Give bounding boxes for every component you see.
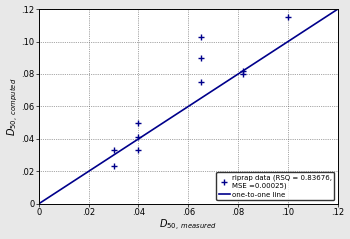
- X-axis label: $D_{50,\ measured}$: $D_{50,\ measured}$: [159, 218, 217, 234]
- Legend: riprap data (RSQ = 0.83676,
MSE =0.00025), one-to-one line: riprap data (RSQ = 0.83676, MSE =0.00025…: [216, 172, 334, 200]
- Y-axis label: $D_{50,\ computed}$: $D_{50,\ computed}$: [6, 77, 20, 136]
